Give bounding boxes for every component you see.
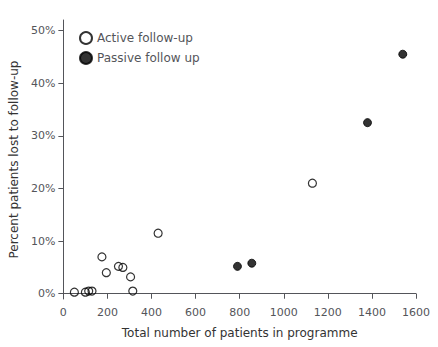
svg-text:20%: 20% (31, 182, 55, 195)
svg-text:1600: 1600 (402, 306, 430, 319)
svg-text:200: 200 (97, 306, 118, 319)
svg-text:600: 600 (185, 306, 206, 319)
svg-text:Total number of patients in pr: Total number of patients in programme (121, 326, 358, 340)
svg-text:Active follow-up: Active follow-up (97, 31, 193, 45)
svg-text:30%: 30% (31, 129, 55, 142)
svg-text:400: 400 (141, 306, 162, 319)
svg-text:1000: 1000 (270, 306, 298, 319)
svg-text:50%: 50% (31, 24, 55, 37)
svg-text:10%: 10% (31, 235, 55, 248)
svg-text:0: 0 (60, 306, 67, 319)
svg-text:0%: 0% (38, 287, 55, 300)
svg-text:40%: 40% (31, 77, 55, 90)
svg-text:800: 800 (229, 306, 250, 319)
svg-text:Percent patients lost to follo: Percent patients lost to follow-up (7, 61, 21, 259)
svg-text:Passive follow up: Passive follow up (97, 51, 200, 65)
svg-text:1400: 1400 (358, 306, 386, 319)
svg-text:1200: 1200 (314, 306, 342, 319)
